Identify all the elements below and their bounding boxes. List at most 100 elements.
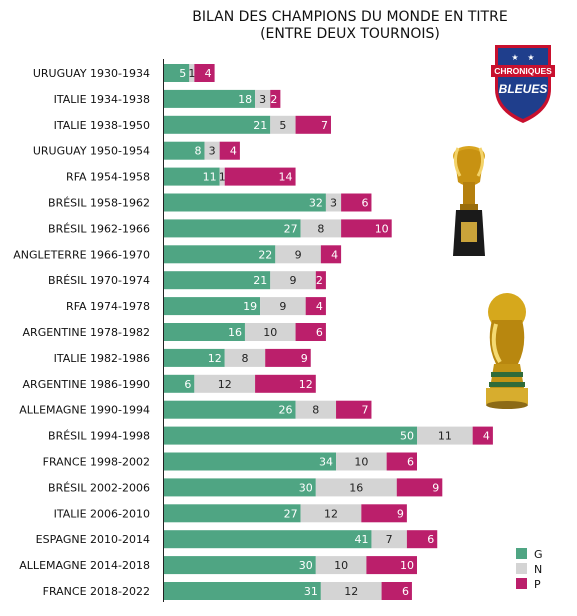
value-label-n: 10	[354, 456, 368, 469]
category-label: FRANCE 1998-2002	[43, 456, 150, 469]
legend-label-n: N	[534, 563, 542, 576]
bar-row-france-2018-2022: FRANCE 2018-2022 31 12 6	[43, 582, 412, 600]
legend-label-p: P	[534, 578, 541, 591]
bar-segment-p	[219, 141, 240, 160]
bar-segment-n	[194, 374, 256, 393]
bar-segment-p	[270, 89, 281, 108]
bar-segment-n	[315, 478, 397, 497]
bar-segment-g	[164, 452, 337, 471]
bar-segment-p	[386, 452, 417, 471]
category-label: ITALIE 1938-1950	[54, 119, 150, 132]
bar-segment-g	[164, 167, 220, 186]
value-label-p: 4	[331, 248, 338, 261]
value-label-g: 27	[284, 507, 298, 520]
value-label-n: 3	[259, 93, 266, 106]
value-label-p: 7	[321, 119, 328, 132]
bar-row-uruguay-1950-1954: URUGUAY 1950-1954 8 3 4	[33, 141, 240, 160]
svg-text:CHRONIQUES: CHRONIQUES	[494, 66, 552, 76]
legend-label-g: G	[534, 548, 543, 561]
bar-segment-n	[270, 271, 316, 290]
category-label: BRÉSIL 1958-1962	[48, 197, 150, 210]
category-label: BRÉSIL 1994-1998	[48, 430, 150, 443]
bar-segment-n	[325, 193, 342, 212]
bar-row-bresil-1970-1974: BRÉSIL 1970-1974 21 9 2	[48, 271, 326, 290]
bar-row-allemagne-1990-1994: ALLEMAGNE 1990-1994 26 8 7	[19, 400, 372, 419]
category-label: RFA 1954-1958	[66, 171, 150, 184]
bar-segment-g	[164, 193, 326, 212]
value-label-g: 30	[299, 559, 313, 572]
bar-segment-p	[265, 348, 311, 367]
bar-segment-g	[164, 348, 225, 367]
value-label-g: 32	[309, 197, 323, 210]
value-label-n: 8	[241, 352, 248, 365]
bar-segment-n	[320, 582, 382, 600]
value-label-g: 26	[279, 404, 293, 417]
svg-text:BLEUES: BLEUES	[499, 82, 548, 96]
bar-segment-p	[396, 478, 443, 497]
value-label-p: 4	[483, 430, 490, 443]
bar-segment-g	[164, 530, 372, 549]
bar-segment-n	[300, 219, 342, 238]
bar-segment-p	[341, 219, 392, 238]
bar-segment-n	[189, 64, 195, 82]
category-label: BRÉSIL 1970-1974	[48, 274, 150, 287]
bar-segment-p	[194, 64, 215, 82]
bar-segment-n	[255, 89, 271, 108]
value-label-g: 16	[228, 326, 242, 339]
bar-segment-g	[164, 89, 256, 108]
bar-segment-n	[244, 323, 296, 341]
bar-row-italie-1934-1938: ITALIE 1934-1938 18 3 2	[54, 89, 281, 108]
bar-segment-p	[406, 530, 438, 549]
bar-row-allemagne-2014-2018: ALLEMAGNE 2014-2018 30 10 10	[19, 556, 417, 575]
bar-segment-p	[295, 115, 331, 134]
bar-segment-g	[164, 374, 195, 393]
bar-segment-g	[164, 478, 316, 497]
bar-segment-g	[164, 297, 261, 316]
category-label: BRÉSIL 1962-1966	[48, 222, 150, 235]
bar-segment-g	[164, 141, 205, 160]
category-label: ESPAGNE 2010-2014	[36, 533, 150, 546]
bar-segment-p	[320, 245, 342, 264]
category-label: ARGENTINE 1986-1990	[23, 378, 150, 391]
chart-title: BILAN DES CHAMPIONS DU MONDE EN TITRE (E…	[150, 9, 550, 43]
bar-row-bresil-1962-1966: BRÉSIL 1962-1966 27 8 10	[48, 219, 392, 238]
category-label: URUGUAY 1930-1934	[33, 67, 150, 80]
legend: GNP	[516, 548, 543, 591]
value-label-n: 1	[219, 171, 226, 184]
value-label-p: 6	[407, 456, 414, 469]
bar-segment-n	[270, 115, 296, 134]
value-label-n: 8	[317, 222, 324, 235]
value-label-n: 12	[218, 378, 232, 391]
value-label-n: 16	[349, 481, 363, 494]
legend-swatch-n	[516, 563, 527, 574]
bar-segment-g	[164, 323, 245, 341]
category-label: ANGLETERRE 1966-1970	[13, 248, 150, 261]
bar-row-argentine-1978-1982: ARGENTINE 1978-1982 16 10 6	[23, 323, 326, 341]
category-label: URUGUAY 1950-1954	[33, 145, 150, 158]
bar-row-italie-2006-2010: ITALIE 2006-2010 27 12 9	[54, 504, 407, 523]
value-label-p: 7	[361, 404, 368, 417]
bar-segment-g	[164, 504, 301, 523]
value-label-g: 41	[354, 533, 368, 546]
svg-text:★: ★	[527, 53, 534, 62]
value-label-p: 9	[397, 507, 404, 520]
bar-segment-g	[164, 64, 190, 82]
value-label-n: 12	[324, 507, 338, 520]
bar-segment-n	[300, 504, 362, 523]
value-label-g: 8	[194, 145, 201, 158]
value-label-n: 12	[344, 585, 358, 598]
bar-segment-n	[371, 530, 407, 549]
category-label: ARGENTINE 1978-1982	[23, 326, 150, 339]
bar-row-france-1998-2002: FRANCE 1998-2002 34 10 6	[43, 452, 417, 471]
value-label-n: 9	[295, 248, 302, 261]
bar-row-italie-1982-1986: ITALIE 1982-1986 12 8 9	[54, 348, 311, 367]
bar-segment-p	[315, 271, 326, 290]
bar-segment-p	[472, 426, 493, 445]
value-label-p: 6	[316, 326, 323, 339]
bar-segment-n	[219, 167, 225, 186]
category-label: ALLEMAGNE 2014-2018	[19, 559, 150, 572]
bar-row-italie-1938-1950: ITALIE 1938-1950 21 5 7	[54, 115, 331, 134]
value-label-g: 11	[203, 171, 217, 184]
value-label-n: 7	[386, 533, 393, 546]
